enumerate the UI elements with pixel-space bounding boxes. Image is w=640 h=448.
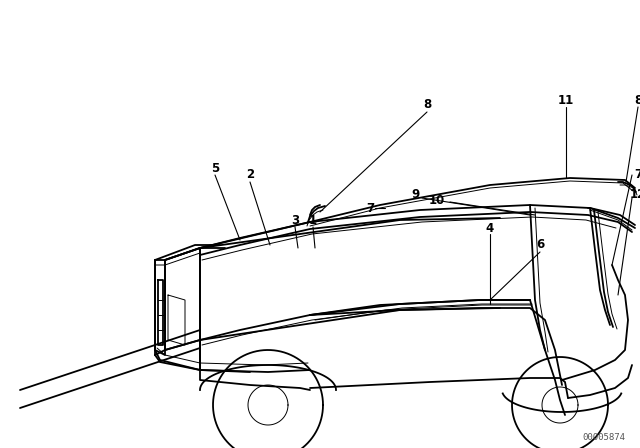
Text: 5: 5 — [211, 161, 219, 175]
Text: 9: 9 — [411, 189, 419, 202]
Text: 8: 8 — [634, 94, 640, 107]
Text: 4: 4 — [486, 221, 494, 234]
Text: 7: 7 — [634, 168, 640, 181]
Text: 12: 12 — [630, 189, 640, 202]
Text: 2: 2 — [246, 168, 254, 181]
Text: 3: 3 — [291, 214, 299, 227]
Text: 11: 11 — [558, 94, 574, 107]
Text: 10: 10 — [429, 194, 445, 207]
Text: 6: 6 — [536, 238, 544, 251]
Text: 7: 7 — [366, 202, 374, 215]
Text: 1: 1 — [309, 214, 317, 227]
Text: 00005874: 00005874 — [582, 433, 625, 442]
Text: 8: 8 — [423, 99, 431, 112]
